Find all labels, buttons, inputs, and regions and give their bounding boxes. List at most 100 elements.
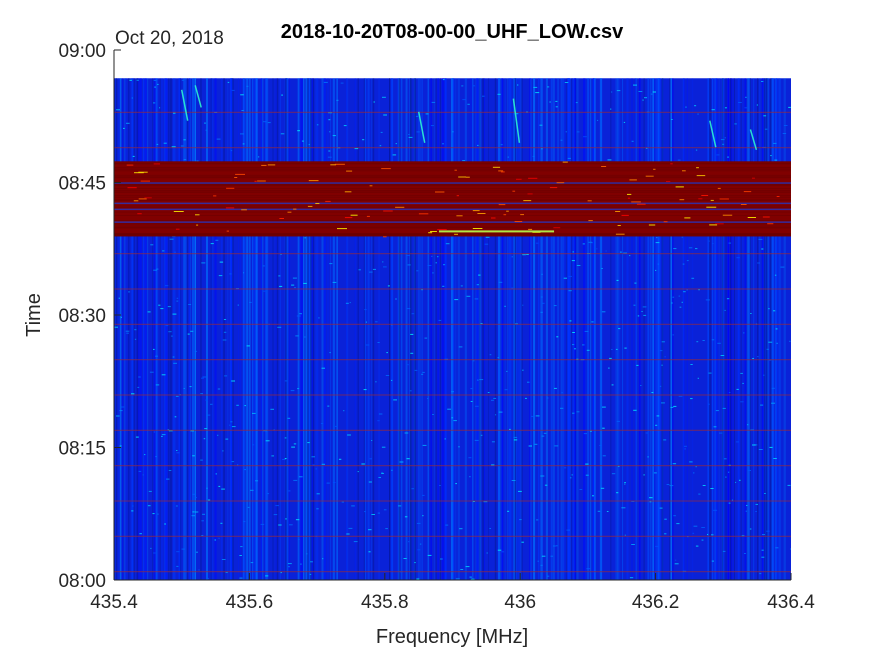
heatmap-streak	[555, 78, 557, 580]
heatmap-speck	[421, 289, 423, 291]
heatmap-speck	[369, 458, 372, 460]
band-fragment	[528, 228, 533, 230]
heatmap-streak	[174, 78, 176, 580]
band-fragment	[137, 213, 142, 215]
band-fragment	[437, 229, 447, 231]
heatmap-streak	[482, 78, 484, 580]
heatmap-speck	[312, 464, 315, 466]
heatmap-speck	[217, 388, 221, 390]
heatmap-speck	[297, 130, 300, 132]
heatmap-speck	[173, 362, 177, 364]
heatmap-speck	[686, 289, 688, 291]
band-fragment	[346, 170, 353, 172]
heatmap-speck	[267, 122, 271, 124]
heatmap-speck	[766, 348, 769, 350]
heatmap-streak	[364, 78, 367, 580]
heatmap-streak	[718, 78, 720, 580]
band-line	[114, 195, 791, 197]
heatmap-speck	[601, 311, 606, 313]
band-fragment	[144, 197, 152, 199]
heatmap-speck	[169, 238, 174, 240]
heatmap-speck	[522, 254, 526, 256]
heatmap-speck	[263, 290, 266, 292]
band-fragment	[334, 163, 345, 165]
heatmap-speck	[535, 242, 539, 244]
signal-trace	[709, 120, 717, 148]
band-fragment	[226, 187, 235, 189]
heatmap-speck	[231, 380, 235, 382]
heatmap-streak	[300, 78, 303, 580]
heatmap-speck	[664, 533, 667, 535]
heatmap-streak	[586, 78, 590, 580]
heatmap-speck	[537, 560, 539, 562]
band-fragment	[675, 186, 684, 188]
heatmap-speck	[398, 505, 402, 507]
heatmap-speck	[155, 355, 158, 357]
heatmap-streak	[652, 78, 654, 580]
heatmap-speck	[645, 432, 649, 434]
heatmap-streak	[303, 78, 305, 580]
heatmap-speck	[150, 547, 152, 549]
heatmap-streak	[262, 78, 264, 580]
heatmap-speck	[287, 417, 291, 419]
band-fragment	[235, 173, 245, 175]
heatmap-speck	[641, 311, 643, 312]
heatmap-speck	[555, 106, 558, 108]
heatmap-speck	[504, 389, 508, 391]
heatmap-speck	[338, 458, 342, 460]
heatmap-streak	[714, 78, 717, 580]
heatmap-speck	[656, 237, 658, 239]
heatmap-streak	[766, 78, 768, 580]
heatmap-streak	[330, 78, 331, 580]
heatmap-speck	[576, 265, 581, 266]
heatmap-streak	[538, 78, 540, 580]
band-fragment	[381, 168, 391, 170]
heatmap-speck	[270, 408, 274, 410]
band-fragment	[562, 161, 568, 163]
heatmap-speck	[674, 559, 677, 561]
heatmap-streak	[161, 78, 163, 580]
heatmap-speck	[677, 159, 681, 161]
band-line	[114, 235, 791, 237]
heatmap-speck	[336, 99, 339, 101]
heatmap-speck	[170, 335, 173, 337]
heatmap-streak	[116, 78, 118, 580]
heatmap-streak	[483, 78, 485, 580]
heatmap-speck	[308, 144, 310, 146]
heatmap-streak	[131, 78, 133, 580]
band-fragment	[627, 197, 631, 199]
heatmap-speck	[642, 99, 644, 101]
heatmap-streak	[661, 78, 664, 580]
heatmap-streak	[354, 78, 356, 580]
heatmap-speck	[210, 403, 213, 405]
heatmap-speck	[720, 139, 725, 141]
band-fragment	[762, 216, 770, 218]
heatmap-speck	[379, 145, 382, 147]
heatmap-streak	[584, 78, 587, 580]
heatmap-speck	[348, 527, 353, 529]
heatmap-speck	[393, 399, 397, 401]
heatmap-speck	[633, 409, 637, 411]
heatmap-streak	[557, 78, 559, 580]
heatmap-speck	[745, 510, 747, 512]
heatmap-streak	[194, 78, 196, 580]
band-fragment	[133, 200, 139, 202]
heatmap-speck	[453, 420, 457, 422]
band-fragment	[556, 182, 565, 184]
heatmap-speck	[572, 344, 575, 346]
heatmap-speck	[121, 406, 125, 408]
band-fragment	[670, 163, 673, 165]
heatmap-streak	[221, 78, 223, 580]
heatmap-speck	[198, 569, 200, 571]
heatmap-speck	[322, 558, 324, 560]
heatmap-streak	[632, 78, 633, 580]
band-fragment	[500, 171, 505, 173]
heatmap-speck	[194, 350, 197, 352]
heatmap-streak	[210, 78, 212, 580]
heatmap-speck	[288, 566, 290, 568]
heatmap-speck	[176, 450, 178, 451]
heatmap-speck	[566, 529, 570, 531]
heatmap-streak	[400, 78, 403, 580]
heatmap-speck	[391, 469, 393, 471]
